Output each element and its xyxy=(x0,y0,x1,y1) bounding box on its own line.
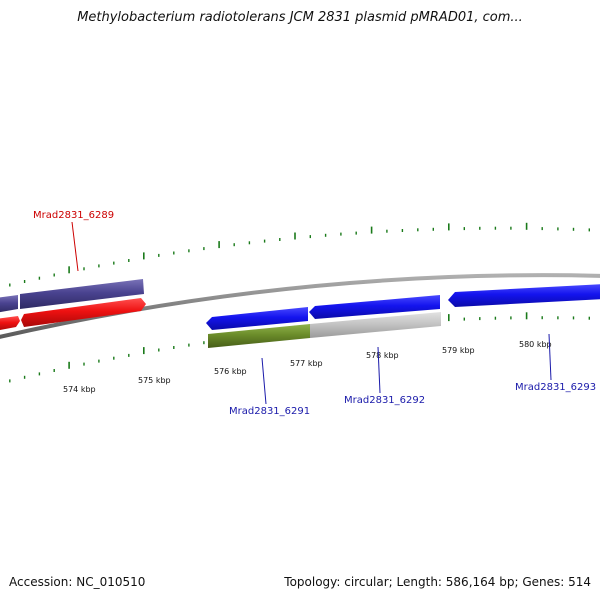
cds-purple-6289[interactable] xyxy=(20,279,144,309)
scale-tick-label: 576 kbp xyxy=(214,367,247,376)
topology-summary: Topology: circular; Length: 586,164 bp; … xyxy=(284,575,591,589)
outer-tick-row xyxy=(9,222,590,287)
scale-labels: 574 kbp 575 kbp 576 kbp 577 kbp 578 kbp 579 k… xyxy=(63,340,552,394)
cds-purple-forward[interactable] xyxy=(0,295,18,313)
gene-leader-line xyxy=(377,346,381,394)
gene-label[interactable]: Mrad2831_6292 xyxy=(344,395,425,406)
scale-tick-label: 578 kbp xyxy=(366,351,399,360)
inner-tick-row xyxy=(9,312,590,383)
gene-leader-line xyxy=(71,221,79,272)
gene-label[interactable]: Mrad2831_6293 xyxy=(515,382,596,393)
cds-red-left[interactable] xyxy=(0,316,20,331)
scale-tick-label: 579 kbp xyxy=(442,346,475,355)
cds-blue-6293[interactable] xyxy=(448,284,600,307)
gene-olive-6291[interactable] xyxy=(208,324,310,348)
scale-tick-label: 577 kbp xyxy=(290,359,323,368)
gene-label[interactable]: Mrad2831_6289 xyxy=(33,210,114,221)
cds-red-6289[interactable] xyxy=(21,298,146,327)
gene-label[interactable]: Mrad2831_6291 xyxy=(229,406,310,417)
gene-leader-line xyxy=(548,333,552,381)
gene-leader-line xyxy=(261,357,267,405)
map-title: Methylobacterium radiotolerans JCM 2831 … xyxy=(77,10,523,25)
gene-grey-6292[interactable] xyxy=(310,312,441,338)
gene-labels: Mrad2831_6289 Mrad2831_6291 Mrad2831_6292 M… xyxy=(33,210,596,417)
plasmid-backbone xyxy=(0,273,600,339)
cds-blue-576[interactable] xyxy=(206,307,308,330)
scale-tick-label: 580 kbp xyxy=(519,340,552,349)
scale-tick-label: 575 kbp xyxy=(138,376,171,385)
scale-tick-label: 574 kbp xyxy=(63,385,96,394)
cds-blue-6292[interactable] xyxy=(309,295,440,319)
accession-label: Accession: NC_010510 xyxy=(9,575,146,589)
